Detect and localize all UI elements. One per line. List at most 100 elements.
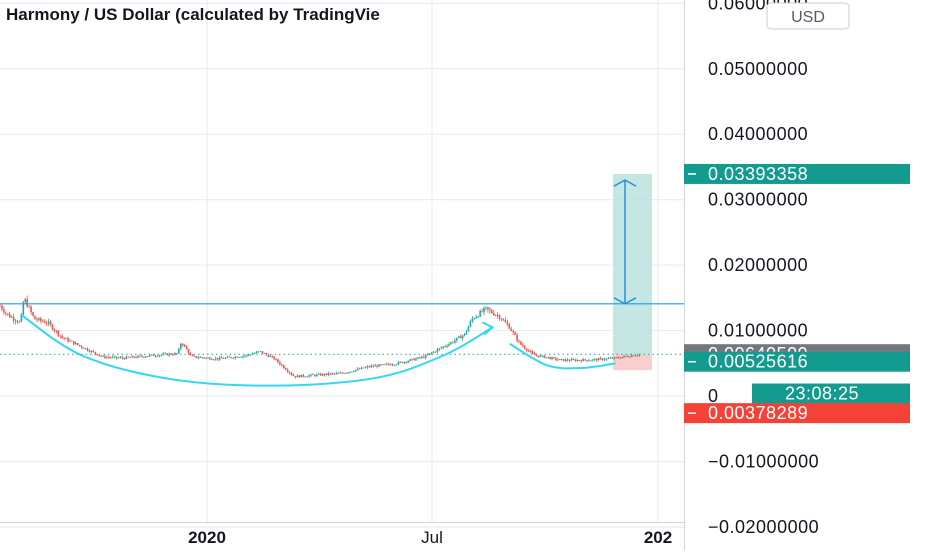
candle-body: [601, 358, 604, 360]
candle-body: [14, 320, 17, 322]
candle-body: [38, 318, 40, 321]
candle-body: [557, 359, 559, 361]
candle-body: [185, 346, 188, 350]
candle-body: [617, 357, 619, 359]
candle-body: [300, 374, 303, 378]
target-zone[interactable]: [613, 173, 652, 355]
candle-body: [467, 326, 470, 332]
candle-body: [168, 353, 170, 356]
candle-body: [401, 361, 404, 363]
candle-body: [296, 375, 299, 378]
candle-body: [73, 341, 75, 345]
candle-body: [354, 369, 357, 372]
candle-body: [627, 356, 629, 358]
candle-body: [374, 365, 376, 367]
candle-body: [59, 335, 62, 337]
candle-body: [51, 324, 54, 330]
candle-body: [492, 312, 495, 316]
candle-body: [524, 346, 526, 349]
candle-body: [391, 364, 394, 366]
candle-body: [308, 375, 310, 377]
candle-body: [475, 316, 478, 319]
candle-body: [32, 312, 34, 316]
candle-body: [636, 355, 639, 357]
candle-body: [57, 330, 60, 336]
candle-body: [584, 359, 586, 361]
candle-body: [191, 354, 194, 357]
candle-body: [158, 355, 161, 357]
candle-body: [487, 307, 489, 310]
candle-body: [214, 358, 217, 360]
y-tick-label: 0.04000000: [708, 124, 808, 144]
position-tool[interactable]: [613, 173, 652, 371]
candle-body: [302, 374, 305, 377]
candle-body: [599, 358, 602, 360]
candle-body: [623, 356, 625, 358]
candle-body: [18, 321, 21, 323]
candle-body: [403, 361, 406, 363]
badge-label: 0.00378289: [708, 403, 808, 423]
candle-body: [444, 346, 446, 348]
candle-body: [154, 355, 157, 357]
candle-body: [306, 376, 308, 378]
candle-body: [491, 310, 493, 313]
handle-curve[interactable]: [509, 342, 616, 370]
currency-button[interactable]: USD: [766, 2, 850, 30]
cup-arrowhead: [482, 321, 495, 336]
candle-body: [461, 335, 464, 339]
candle-body: [119, 357, 122, 359]
candle-body: [222, 358, 225, 360]
candle-body: [148, 355, 151, 357]
y-tick-label: 0.03000000: [708, 190, 808, 210]
candle-body: [347, 372, 349, 374]
candle-body: [615, 357, 618, 359]
currency-label: USD: [791, 9, 825, 26]
candle-body: [638, 354, 641, 356]
candle-body: [607, 358, 610, 360]
candle-body: [595, 358, 598, 361]
cup-curve[interactable]: [19, 313, 493, 387]
candle-body: [201, 357, 203, 359]
candle-body: [502, 319, 505, 321]
candle-body: [578, 360, 581, 361]
candle-body: [45, 322, 48, 324]
candle-body: [380, 364, 382, 366]
candle-body: [310, 374, 312, 376]
candle-body: [16, 321, 19, 323]
candle-body: [494, 315, 497, 316]
candle-body: [397, 362, 400, 365]
badge-label: 23:08:25: [785, 384, 859, 404]
candle-body: [211, 359, 213, 361]
candle-body: [545, 357, 548, 359]
candle-body: [323, 373, 326, 376]
candle-body: [337, 373, 340, 374]
candle-body: [55, 330, 58, 332]
candle-body: [605, 358, 608, 360]
candle-body: [436, 349, 439, 352]
drawings[interactable]: [0, 179, 684, 387]
candle-body: [459, 336, 462, 339]
price-badge: 0.03393358: [684, 163, 910, 184]
candle-body: [10, 317, 13, 318]
y-tick-label: 0: [708, 386, 719, 406]
candle-body: [611, 357, 614, 359]
candle-body: [395, 364, 398, 366]
candle-body: [133, 356, 135, 358]
candle-body: [496, 315, 499, 316]
candle-body: [531, 351, 534, 354]
candle-body: [341, 372, 343, 374]
candle-body: [316, 374, 318, 377]
candle-body: [98, 355, 100, 357]
candle-body: [111, 356, 114, 358]
candle-body: [529, 351, 532, 352]
candle-body: [228, 356, 231, 358]
candle-body: [576, 360, 579, 361]
candle-body: [28, 306, 30, 308]
y-tick-label: −0.02000000: [708, 517, 819, 537]
candle-body: [96, 353, 98, 356]
candle-body: [339, 372, 341, 374]
candle-body: [232, 357, 235, 359]
candle-body: [144, 356, 147, 358]
